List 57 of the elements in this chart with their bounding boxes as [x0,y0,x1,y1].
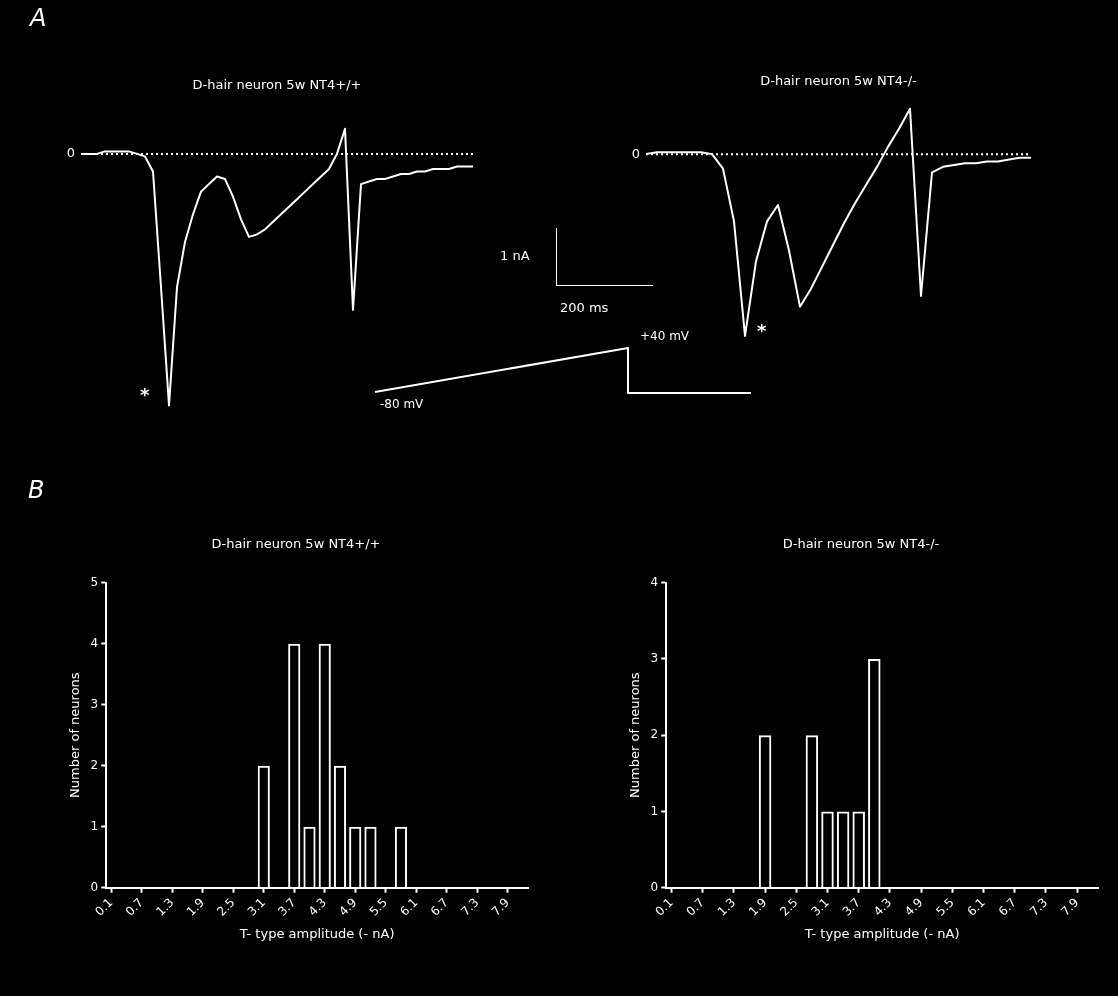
y-tick-label: 1 [650,803,659,818]
text: 1 nA [500,248,530,263]
x-tick-label: 7.9 [1058,895,1082,919]
y-axis-title: Number of neurons [67,672,83,798]
y-tick-label: 2 [90,757,99,772]
text: A [30,4,47,32]
y-tick-label: 0 [90,879,99,894]
y-tick-label: 5 [90,574,99,589]
annotation: * [140,384,150,405]
x-tick-label: 6.7 [427,895,452,919]
chart-title: D-hair neuron 5w NT4+/+ [192,77,362,93]
y-tick-label: 2 [650,727,659,742]
text: B [28,476,45,504]
x-tick-label: 0.7 [683,895,707,919]
x-tick-label: 1.3 [153,895,177,919]
x-axis-title: T- type amplitude (- nA) [803,925,960,941]
x-tick-label: 2.5 [777,895,801,919]
x-tick-label: 1.9 [183,895,208,919]
x-tick-label: 2.5 [214,895,238,919]
x-tick-label: 4.9 [336,895,360,919]
annotation: -80 mV [380,397,424,411]
x-tick-label: 3.7 [275,895,299,919]
x-axis-title: T- type amplitude (- nA) [238,925,395,941]
y-tick-label: 1 [90,818,99,833]
y-tick-label: 0 [650,879,659,894]
chart-title: D-hair neuron 5w NT4+/+ [211,536,381,552]
x-tick-label: 0.1 [652,895,676,919]
x-tick-label: 0.7 [122,895,147,919]
x-tick-label: 5.5 [933,895,957,919]
y-tick-label: 4 [90,635,99,650]
x-tick-label: 3.7 [839,895,864,919]
x-tick-label: 3.1 [244,895,269,919]
x-tick-label: 7.3 [1026,895,1051,919]
y-axis-title: Number of neurons [627,672,643,798]
x-tick-label: 1.9 [746,895,770,919]
text: 200 ms [560,300,609,315]
x-tick-label: 6.7 [995,895,1020,919]
x-tick-label: 7.3 [458,895,482,919]
ref-line-label: 0 [631,145,640,161]
x-tick-label: 4.3 [870,895,895,919]
x-tick-label: 0.1 [92,895,116,919]
y-tick-label: 3 [650,651,659,666]
y-tick-label: 4 [650,574,659,589]
chart-title: D-hair neuron 5w NT4-/- [782,536,940,552]
x-tick-label: 6.1 [964,895,988,919]
x-tick-label: 1.3 [714,895,739,919]
annotation: +40 mV [640,329,690,343]
chart-title: D-hair neuron 5w NT4-/- [760,73,918,89]
ref-line-label: 0 [66,145,75,161]
x-tick-label: 5.5 [366,895,391,919]
x-tick-label: 3.1 [808,895,832,919]
x-tick-label: 7.9 [488,895,513,919]
y-tick-label: 3 [90,696,99,711]
x-tick-label: 6.1 [397,895,421,919]
x-tick-label: 4.3 [305,895,330,919]
annotation: * [757,320,767,341]
x-tick-label: 4.9 [902,895,926,919]
